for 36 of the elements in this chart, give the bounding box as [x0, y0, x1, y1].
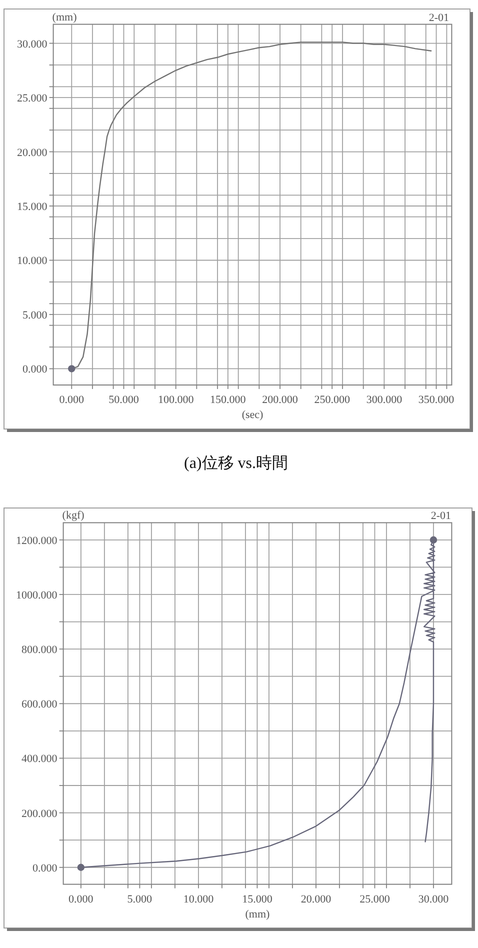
x-tick-label: 20.000: [300, 893, 332, 906]
x-tick-label: 250.000: [314, 394, 350, 406]
y-axis-title: (mm): [52, 11, 78, 24]
x-tick-label: 25.000: [360, 893, 390, 906]
x-tick-label: 50.000: [108, 394, 140, 406]
x-tick-label: 5.000: [127, 893, 153, 906]
x-tick-label: 200.000: [262, 394, 298, 406]
y-tick-label: 15.000: [17, 201, 48, 214]
y-tick-label: 20.000: [17, 146, 48, 159]
x-tick-label: 0.000: [68, 893, 94, 906]
y-tick-label: 400.000: [22, 753, 58, 766]
y-tick-label: 25.000: [17, 92, 48, 105]
text: 2-01: [430, 510, 451, 522]
y-tick-label: 600.000: [22, 698, 58, 711]
y-tick-label: 200.000: [22, 808, 58, 820]
x-axis-title: (sec): [242, 409, 264, 421]
x-tick-label: 0.000: [59, 394, 85, 406]
x-tick-label: 15.000: [242, 893, 273, 906]
y-tick-label: 30.000: [17, 38, 48, 50]
y-tick-label: 1000.000: [16, 589, 58, 602]
x-tick-label: 100.000: [158, 394, 194, 406]
x-tick-label: 350.000: [418, 394, 455, 406]
y-tick-label: 0.000: [32, 862, 58, 874]
text: (a)位移 vs.時間: [184, 454, 288, 472]
y-axis-title: (kgf): [62, 510, 85, 522]
x-axis-title: (mm): [245, 908, 270, 920]
y-tick-label: 10.000: [17, 255, 48, 268]
y-tick-label: 1200.000: [16, 534, 58, 547]
y-tick-label: 800.000: [22, 644, 58, 656]
x-tick-label: 10.000: [183, 893, 214, 906]
x-tick-label: 150.000: [210, 394, 246, 406]
y-tick-label: 5.000: [22, 309, 48, 322]
text: 2-01: [428, 12, 449, 24]
x-tick-label: 300.000: [366, 394, 403, 406]
x-tick-label: 30.000: [418, 893, 450, 906]
y-tick-label: 0.000: [22, 364, 48, 376]
